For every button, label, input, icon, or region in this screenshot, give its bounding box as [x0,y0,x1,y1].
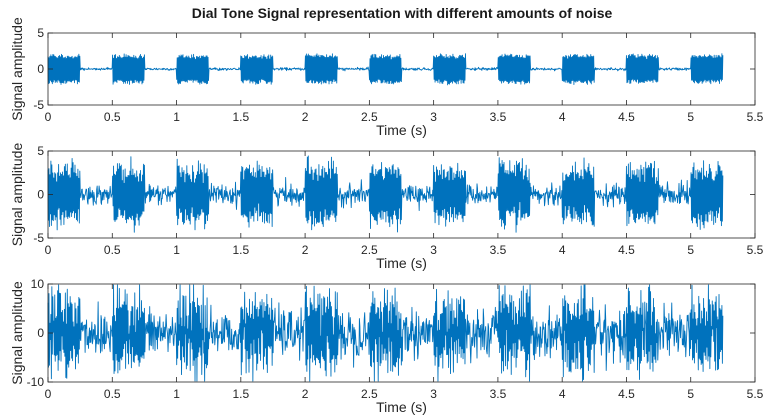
x-tick-label: 0 [45,110,52,124]
x-tick-label: 3.5 [490,243,507,257]
y-tick-label: 10 [31,277,45,291]
x-tick-label: 5.5 [747,110,764,124]
x-tick-label: 5 [687,243,694,257]
x-tick-label: 2 [302,387,309,401]
signal-trace [47,155,724,233]
y-axis-label: Signal amplitude [9,17,25,121]
figure-title: Dial Tone Signal representation with dif… [192,5,613,21]
x-tick-label: 3.5 [490,110,507,124]
x-tick-label: 0 [45,243,52,257]
x-tick-label: 3 [430,243,437,257]
y-tick-label: -10 [27,375,45,389]
x-tick-label: 0.5 [104,387,121,401]
x-tick-label: 4 [559,387,566,401]
y-tick-label: -5 [33,98,44,112]
x-tick-label: 2.5 [361,110,378,124]
x-axis-label: Time (s) [376,255,427,271]
x-tick-label: 0.5 [104,243,121,257]
x-tick-label: 1 [173,387,180,401]
signal-trace [47,284,724,382]
y-axis-label: Signal amplitude [9,281,25,385]
x-tick-label: 4.5 [618,387,635,401]
x-tick-label: 1.5 [232,243,249,257]
x-tick-label: 2.5 [361,387,378,401]
x-tick-label: 5.5 [747,243,764,257]
x-tick-label: 1.5 [232,110,249,124]
x-axis-label: Time (s) [376,399,427,415]
x-tick-label: 0.5 [104,110,121,124]
y-tick-label: 0 [37,62,44,76]
y-tick-label: 5 [37,26,44,40]
x-tick-label: 1.5 [232,387,249,401]
y-tick-label: 5 [37,144,44,158]
x-tick-label: 2.5 [361,243,378,257]
y-tick-label: 0 [37,326,44,340]
signal-trace [47,53,724,86]
x-tick-label: 1 [173,243,180,257]
x-tick-label: 3 [430,110,437,124]
x-tick-label: 1 [173,110,180,124]
x-tick-label: 0 [45,387,52,401]
x-tick-label: 5.5 [747,387,764,401]
x-tick-label: 4.5 [618,110,635,124]
x-tick-label: 4 [559,243,566,257]
y-tick-label: 0 [37,188,44,202]
x-tick-label: 2 [302,110,309,124]
x-tick-label: 4.5 [618,243,635,257]
x-tick-label: 4 [559,110,566,124]
x-tick-label: 5 [687,387,694,401]
x-axis-label: Time (s) [376,122,427,138]
x-tick-label: 2 [302,243,309,257]
y-tick-label: -5 [33,231,44,245]
x-tick-label: 3 [430,387,437,401]
y-axis-label: Signal amplitude [9,143,25,247]
x-tick-label: 5 [687,110,694,124]
x-tick-label: 3.5 [490,387,507,401]
